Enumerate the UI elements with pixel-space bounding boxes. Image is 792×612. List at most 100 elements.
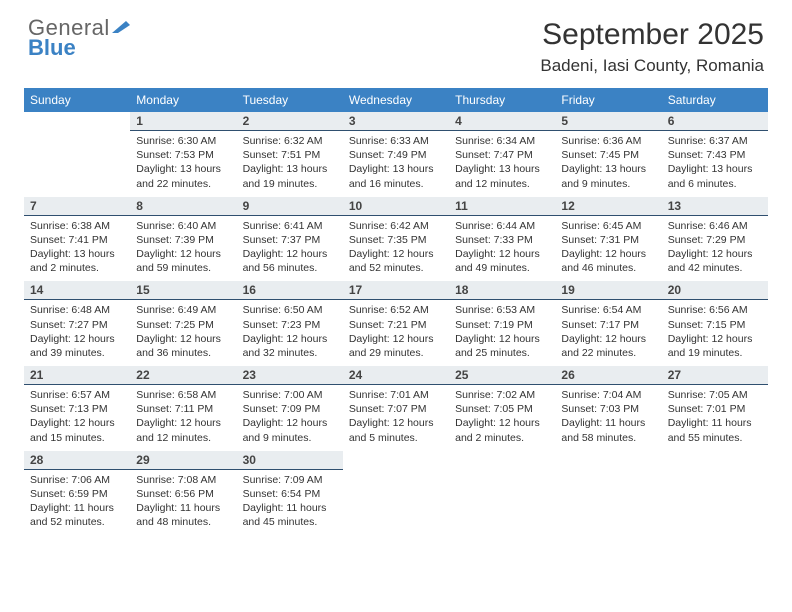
calendar-cell: 18Sunrise: 6:53 AMSunset: 7:19 PMDayligh… [449, 281, 555, 366]
day-details: Sunrise: 6:41 AMSunset: 7:37 PMDaylight:… [237, 216, 343, 282]
day-details: Sunrise: 7:06 AMSunset: 6:59 PMDaylight:… [24, 470, 130, 536]
day-number: 9 [237, 197, 343, 216]
day-number: 5 [555, 112, 661, 131]
day-details: Sunrise: 6:44 AMSunset: 7:33 PMDaylight:… [449, 216, 555, 282]
day-number: 20 [662, 281, 768, 300]
calendar-cell: 19Sunrise: 6:54 AMSunset: 7:17 PMDayligh… [555, 281, 661, 366]
day-number: 18 [449, 281, 555, 300]
day-number: 21 [24, 366, 130, 385]
calendar-cell [662, 451, 768, 536]
calendar-cell: 12Sunrise: 6:45 AMSunset: 7:31 PMDayligh… [555, 197, 661, 282]
calendar-cell: 17Sunrise: 6:52 AMSunset: 7:21 PMDayligh… [343, 281, 449, 366]
calendar-cell: 2Sunrise: 6:32 AMSunset: 7:51 PMDaylight… [237, 112, 343, 197]
day-details: Sunrise: 6:32 AMSunset: 7:51 PMDaylight:… [237, 131, 343, 197]
calendar-cell: 13Sunrise: 6:46 AMSunset: 7:29 PMDayligh… [662, 197, 768, 282]
day-details: Sunrise: 6:42 AMSunset: 7:35 PMDaylight:… [343, 216, 449, 282]
day-details: Sunrise: 6:30 AMSunset: 7:53 PMDaylight:… [130, 131, 236, 197]
title-block: September 2025 Badeni, Iasi County, Roma… [540, 18, 764, 76]
day-details: Sunrise: 6:36 AMSunset: 7:45 PMDaylight:… [555, 131, 661, 197]
calendar-body: 1Sunrise: 6:30 AMSunset: 7:53 PMDaylight… [24, 112, 768, 535]
day-number: 25 [449, 366, 555, 385]
day-details: Sunrise: 6:45 AMSunset: 7:31 PMDaylight:… [555, 216, 661, 282]
day-number: 7 [24, 197, 130, 216]
calendar-head: SundayMondayTuesdayWednesdayThursdayFrid… [24, 88, 768, 112]
calendar-table: SundayMondayTuesdayWednesdayThursdayFrid… [24, 88, 768, 535]
day-number: 26 [555, 366, 661, 385]
month-title: September 2025 [540, 18, 764, 52]
day-details: Sunrise: 7:02 AMSunset: 7:05 PMDaylight:… [449, 385, 555, 451]
day-number: 13 [662, 197, 768, 216]
day-number: 14 [24, 281, 130, 300]
day-number: 12 [555, 197, 661, 216]
day-details: Sunrise: 6:40 AMSunset: 7:39 PMDaylight:… [130, 216, 236, 282]
day-number: 22 [130, 366, 236, 385]
calendar-cell [24, 112, 130, 197]
day-number: 11 [449, 197, 555, 216]
weekday-header: Thursday [449, 88, 555, 112]
day-details: Sunrise: 6:38 AMSunset: 7:41 PMDaylight:… [24, 216, 130, 282]
calendar-cell: 6Sunrise: 6:37 AMSunset: 7:43 PMDaylight… [662, 112, 768, 197]
day-details: Sunrise: 7:01 AMSunset: 7:07 PMDaylight:… [343, 385, 449, 451]
day-details: Sunrise: 7:00 AMSunset: 7:09 PMDaylight:… [237, 385, 343, 451]
day-details: Sunrise: 7:09 AMSunset: 6:54 PMDaylight:… [237, 470, 343, 536]
calendar-cell: 15Sunrise: 6:49 AMSunset: 7:25 PMDayligh… [130, 281, 236, 366]
day-details: Sunrise: 6:53 AMSunset: 7:19 PMDaylight:… [449, 300, 555, 366]
brand-logo: General Blue [28, 18, 132, 58]
day-details: Sunrise: 6:50 AMSunset: 7:23 PMDaylight:… [237, 300, 343, 366]
calendar-cell: 27Sunrise: 7:05 AMSunset: 7:01 PMDayligh… [662, 366, 768, 451]
calendar-cell: 10Sunrise: 6:42 AMSunset: 7:35 PMDayligh… [343, 197, 449, 282]
brand-blue: Blue [28, 35, 76, 60]
day-number: 10 [343, 197, 449, 216]
day-number: 4 [449, 112, 555, 131]
day-number: 1 [130, 112, 236, 131]
calendar-cell: 20Sunrise: 6:56 AMSunset: 7:15 PMDayligh… [662, 281, 768, 366]
calendar-cell [343, 451, 449, 536]
day-number: 23 [237, 366, 343, 385]
day-details: Sunrise: 6:46 AMSunset: 7:29 PMDaylight:… [662, 216, 768, 282]
logo-flag-icon [112, 21, 132, 35]
day-details: Sunrise: 6:56 AMSunset: 7:15 PMDaylight:… [662, 300, 768, 366]
day-details: Sunrise: 6:54 AMSunset: 7:17 PMDaylight:… [555, 300, 661, 366]
day-details: Sunrise: 6:48 AMSunset: 7:27 PMDaylight:… [24, 300, 130, 366]
day-number: 28 [24, 451, 130, 470]
day-number: 6 [662, 112, 768, 131]
day-number: 27 [662, 366, 768, 385]
day-number: 29 [130, 451, 236, 470]
day-number: 24 [343, 366, 449, 385]
day-details: Sunrise: 6:52 AMSunset: 7:21 PMDaylight:… [343, 300, 449, 366]
calendar-cell: 8Sunrise: 6:40 AMSunset: 7:39 PMDaylight… [130, 197, 236, 282]
day-number: 30 [237, 451, 343, 470]
calendar-cell: 7Sunrise: 6:38 AMSunset: 7:41 PMDaylight… [24, 197, 130, 282]
weekday-header: Friday [555, 88, 661, 112]
calendar-cell: 5Sunrise: 6:36 AMSunset: 7:45 PMDaylight… [555, 112, 661, 197]
day-number: 3 [343, 112, 449, 131]
day-number: 16 [237, 281, 343, 300]
location-subtitle: Badeni, Iasi County, Romania [540, 56, 764, 76]
day-details: Sunrise: 7:05 AMSunset: 7:01 PMDaylight:… [662, 385, 768, 451]
day-details: Sunrise: 7:08 AMSunset: 6:56 PMDaylight:… [130, 470, 236, 536]
calendar-cell: 3Sunrise: 6:33 AMSunset: 7:49 PMDaylight… [343, 112, 449, 197]
calendar-cell: 28Sunrise: 7:06 AMSunset: 6:59 PMDayligh… [24, 451, 130, 536]
day-details: Sunrise: 6:33 AMSunset: 7:49 PMDaylight:… [343, 131, 449, 197]
day-details: Sunrise: 6:37 AMSunset: 7:43 PMDaylight:… [662, 131, 768, 197]
calendar-cell: 26Sunrise: 7:04 AMSunset: 7:03 PMDayligh… [555, 366, 661, 451]
calendar-cell: 11Sunrise: 6:44 AMSunset: 7:33 PMDayligh… [449, 197, 555, 282]
calendar-cell: 4Sunrise: 6:34 AMSunset: 7:47 PMDaylight… [449, 112, 555, 197]
day-number: 19 [555, 281, 661, 300]
day-number: 2 [237, 112, 343, 131]
weekday-header: Wednesday [343, 88, 449, 112]
calendar-cell: 22Sunrise: 6:58 AMSunset: 7:11 PMDayligh… [130, 366, 236, 451]
weekday-header: Tuesday [237, 88, 343, 112]
calendar-cell: 23Sunrise: 7:00 AMSunset: 7:09 PMDayligh… [237, 366, 343, 451]
calendar-cell [555, 451, 661, 536]
day-details: Sunrise: 6:57 AMSunset: 7:13 PMDaylight:… [24, 385, 130, 451]
calendar-cell: 24Sunrise: 7:01 AMSunset: 7:07 PMDayligh… [343, 366, 449, 451]
calendar-cell: 14Sunrise: 6:48 AMSunset: 7:27 PMDayligh… [24, 281, 130, 366]
weekday-header: Sunday [24, 88, 130, 112]
calendar-cell: 16Sunrise: 6:50 AMSunset: 7:23 PMDayligh… [237, 281, 343, 366]
day-number: 8 [130, 197, 236, 216]
calendar-cell: 29Sunrise: 7:08 AMSunset: 6:56 PMDayligh… [130, 451, 236, 536]
calendar-cell: 1Sunrise: 6:30 AMSunset: 7:53 PMDaylight… [130, 112, 236, 197]
day-number: 15 [130, 281, 236, 300]
day-details: Sunrise: 6:34 AMSunset: 7:47 PMDaylight:… [449, 131, 555, 197]
